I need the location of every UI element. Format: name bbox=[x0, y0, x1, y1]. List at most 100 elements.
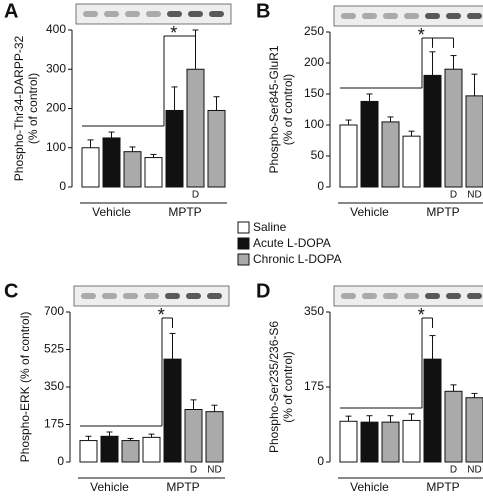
blot-band bbox=[81, 293, 96, 299]
bar bbox=[465, 95, 483, 188]
y-tick-label: 175 bbox=[44, 417, 64, 431]
annotation: * bbox=[170, 23, 177, 43]
bar bbox=[121, 440, 140, 463]
blot-band bbox=[362, 293, 377, 299]
bar bbox=[360, 421, 379, 463]
y-tick-label: 175 bbox=[304, 379, 324, 393]
blot-band bbox=[467, 293, 482, 299]
annotation: * bbox=[418, 25, 425, 45]
y-tick-label: 0 bbox=[317, 454, 324, 468]
blot-band bbox=[146, 11, 161, 17]
blot-band bbox=[144, 293, 159, 299]
blot-band bbox=[341, 13, 356, 19]
y-axis-label: Phospho-Ser845-GluR1 bbox=[267, 45, 281, 173]
y-tick-label: 200 bbox=[46, 101, 66, 115]
blot-band bbox=[383, 293, 398, 299]
blot-band bbox=[125, 11, 140, 17]
annotation: * bbox=[158, 305, 165, 325]
bar bbox=[81, 147, 100, 188]
blot-band bbox=[102, 293, 117, 299]
bar bbox=[339, 420, 358, 463]
group-label: MPTP bbox=[166, 480, 199, 494]
blot-band bbox=[165, 293, 180, 299]
y-axis-label: (% of control) bbox=[281, 351, 295, 422]
blot-band bbox=[207, 293, 222, 299]
bar bbox=[102, 137, 121, 188]
legend-label: Acute L-DOPA bbox=[253, 236, 331, 250]
bar bbox=[381, 421, 400, 463]
bar bbox=[423, 358, 442, 463]
y-tick-label: 400 bbox=[46, 22, 66, 36]
y-tick-label: 300 bbox=[46, 61, 66, 75]
blot-band bbox=[425, 293, 440, 299]
blot-band bbox=[404, 293, 419, 299]
panel-letter: B bbox=[256, 0, 270, 22]
panel-letter: C bbox=[4, 280, 18, 302]
bar bbox=[360, 100, 379, 188]
group-label: MPTP bbox=[168, 205, 201, 219]
blot-band bbox=[209, 11, 224, 17]
bar bbox=[444, 68, 463, 188]
bar-label: ND bbox=[207, 465, 221, 476]
blot-band bbox=[167, 11, 182, 17]
legend-swatch bbox=[237, 221, 250, 234]
group-label: MPTP bbox=[426, 480, 459, 494]
legend-label: Chronic L-DOPA bbox=[253, 252, 341, 266]
blot-band bbox=[404, 13, 419, 19]
bar-label: ND bbox=[467, 465, 481, 476]
bar bbox=[100, 435, 119, 463]
bar-label: D bbox=[450, 465, 457, 476]
y-tick-label: 350 bbox=[304, 304, 324, 318]
legend-swatch bbox=[237, 237, 250, 250]
group-label: MPTP bbox=[426, 205, 459, 219]
y-tick-label: 0 bbox=[317, 179, 324, 193]
y-tick-label: 0 bbox=[59, 179, 66, 193]
blot-band bbox=[83, 11, 98, 17]
panel-letter: D bbox=[256, 280, 270, 302]
y-tick-label: 100 bbox=[46, 140, 66, 154]
group-label: Vehicle bbox=[90, 480, 129, 494]
bar-label: D bbox=[450, 190, 457, 201]
group-label: Vehicle bbox=[350, 480, 389, 494]
y-tick-label: 50 bbox=[311, 148, 325, 162]
bar bbox=[423, 74, 442, 188]
y-axis-label: Phospho-Ser235/236-S6 bbox=[267, 321, 281, 453]
bar bbox=[402, 419, 421, 463]
y-tick-label: 700 bbox=[44, 304, 64, 318]
bar bbox=[186, 68, 205, 188]
y-tick-label: 150 bbox=[304, 86, 324, 100]
bar bbox=[444, 390, 463, 463]
y-tick-label: 250 bbox=[304, 24, 324, 38]
bar bbox=[207, 109, 226, 188]
y-tick-label: 0 bbox=[57, 454, 64, 468]
blot-band bbox=[186, 293, 201, 299]
y-tick-label: 525 bbox=[44, 342, 64, 356]
blot-band bbox=[104, 11, 119, 17]
bar-label: ND bbox=[467, 190, 481, 201]
bar-label: D bbox=[190, 465, 197, 476]
group-label: Vehicle bbox=[92, 205, 131, 219]
bar bbox=[184, 409, 203, 463]
blot-band bbox=[123, 293, 138, 299]
bar bbox=[79, 440, 98, 463]
bar bbox=[163, 358, 182, 463]
blot-band bbox=[425, 13, 440, 19]
y-axis-label: (% of control) bbox=[26, 73, 40, 144]
annotation: * bbox=[418, 305, 425, 325]
y-tick-label: 200 bbox=[304, 55, 324, 69]
bar bbox=[144, 157, 163, 188]
y-axis-label: Phospho-Thr34-DARPP-32 bbox=[12, 35, 26, 181]
bar bbox=[381, 121, 400, 188]
legend-label: Saline bbox=[253, 220, 287, 234]
y-axis-label: Phospho-ERK (% of control) bbox=[18, 312, 32, 463]
blot-band bbox=[362, 13, 377, 19]
bar-label: D bbox=[192, 190, 199, 201]
blot-band bbox=[446, 293, 461, 299]
bar bbox=[465, 397, 483, 463]
group-label: Vehicle bbox=[350, 205, 389, 219]
y-axis-label: (% of control) bbox=[281, 74, 295, 145]
bar bbox=[402, 135, 421, 188]
panel-letter: A bbox=[4, 0, 18, 22]
